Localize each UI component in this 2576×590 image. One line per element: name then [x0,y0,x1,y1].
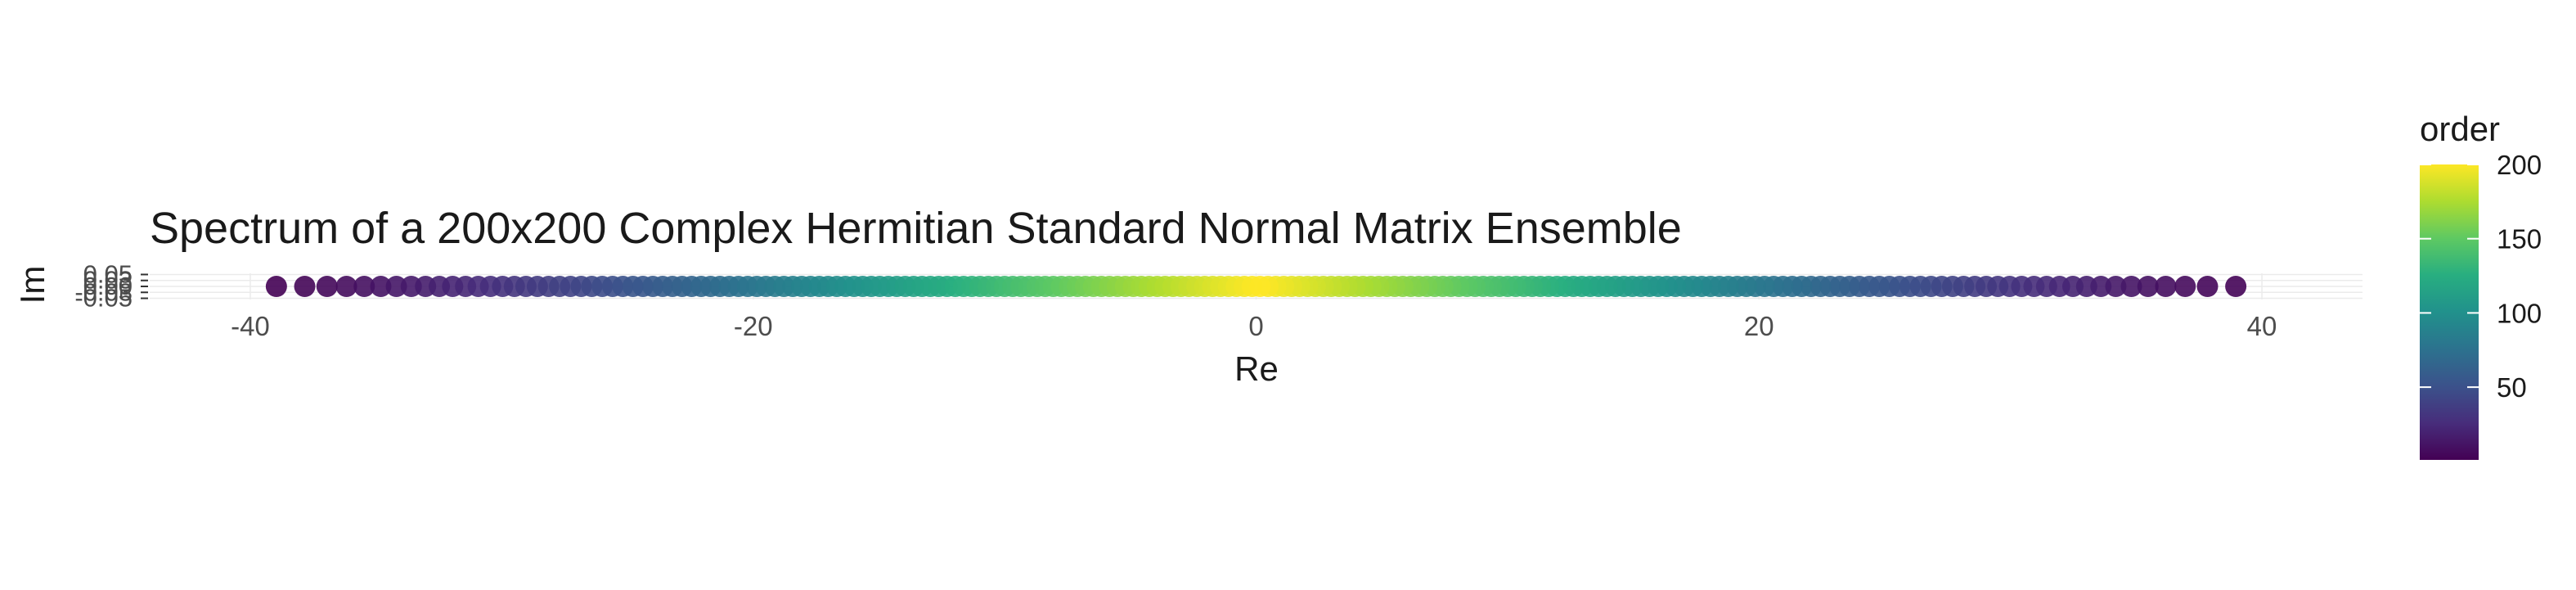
legend-label: 150 [2497,224,2542,254]
y-tick-label: 0.00 [83,272,133,300]
eigenvalue-point [265,276,287,297]
y-axis-tick-labels: -0.05-0.030.000.030.05 [74,259,148,313]
data-points [265,276,2247,297]
legend-ticks: 50 100 150 200 [2420,150,2542,403]
eigenvalue-point [370,276,392,297]
eigenvalue-point [2105,276,2127,297]
legend-label: 50 [2497,372,2527,403]
chart-title: Spectrum of a 200x200 Complex Hermitian … [150,204,1682,253]
eigenvalue-point [2120,276,2142,297]
legend-title: order [2420,110,2500,148]
x-tick-label: 40 [2247,311,2277,341]
color-legend: order 50 100 150 200 [2420,110,2542,460]
y-tick-label: 0.05 [83,259,133,288]
y-tick-label: -0.03 [74,277,133,306]
y-tick-label: -0.05 [74,284,133,313]
eigenvalue-point [335,276,357,297]
plot-panel [150,273,2362,300]
legend-label: 200 [2497,150,2542,180]
eigenvalue-point [353,276,375,297]
y-tick-label: 0.03 [83,266,133,295]
eigenvalue-point [2174,276,2196,297]
x-tick-label: -40 [231,311,270,341]
eigenvalue-point [2155,276,2177,297]
eigenvalue-point [1249,276,1271,297]
legend-label: 100 [2497,298,2542,328]
x-tick-label: -20 [734,311,773,341]
y-axis-title: Im [13,266,52,304]
x-axis-title: Re [1234,349,1279,388]
eigenvalue-point [2225,276,2247,297]
eigenvalue-point [385,276,407,297]
x-axis-tick-labels: -40 -20 0 20 40 [231,311,2277,341]
x-tick-label: 0 [1248,311,1263,341]
x-tick-label: 20 [1744,311,1774,341]
eigenvalue-point [294,276,316,297]
eigenvalue-point [2137,276,2159,297]
eigenvalue-point [2196,276,2219,297]
eigenvalue-point [316,276,338,297]
